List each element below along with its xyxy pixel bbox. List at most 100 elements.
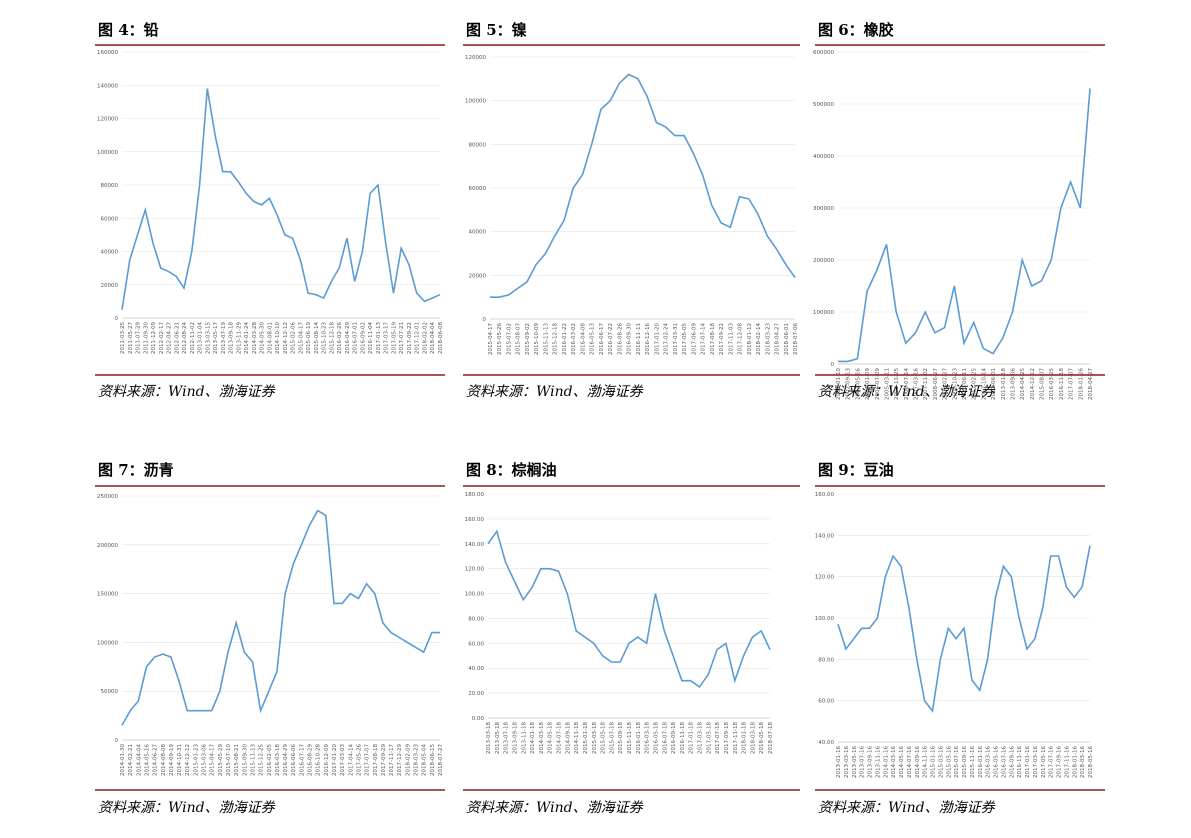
x-tick-label: 2012-11-02 bbox=[190, 322, 196, 354]
x-tick-label: 2014-10-31 bbox=[177, 744, 183, 776]
x-tick-label: 2017-12-08 bbox=[738, 323, 744, 355]
x-tick-label: 2013-11-29 bbox=[236, 322, 242, 354]
x-tick-label: 2018-03-23 bbox=[765, 323, 771, 355]
x-tick-label: 2018-04-04 bbox=[430, 322, 436, 354]
x-tick-label: 2017-05-05 bbox=[682, 323, 688, 355]
x-tick-label: 2016-11-18 bbox=[1059, 368, 1065, 400]
x-tick-label: 2013-01-16 bbox=[836, 746, 842, 778]
y-tick-label: 20000 bbox=[101, 283, 119, 289]
x-tick-label: 2015-07-02 bbox=[506, 323, 512, 355]
y-tick-label: 120000 bbox=[97, 117, 118, 123]
x-tick-label: 2015-11-16 bbox=[970, 746, 976, 778]
x-tick-label: 2014-08-01 bbox=[267, 322, 273, 354]
x-tick-label: 2017-06-09 bbox=[691, 323, 697, 355]
x-tick-label: 2016-06-17 bbox=[599, 323, 605, 355]
x-tick-label: 2015-08-21 bbox=[234, 744, 240, 776]
y-tick-label: 80.00 bbox=[818, 657, 834, 663]
y-tick-label: 20.00 bbox=[468, 691, 484, 697]
x-tick-label: 2005-11-25 bbox=[894, 368, 900, 400]
x-tick-label: 2011-02-25 bbox=[972, 368, 978, 400]
x-tick-label: 2015-11-18 bbox=[627, 722, 633, 754]
x-tick-label: 2012-06-21 bbox=[174, 322, 180, 354]
figure-title: 图 7：沥青 bbox=[98, 461, 174, 479]
x-tick-label: 2013-11-18 bbox=[521, 722, 527, 754]
y-tick-label: 100000 bbox=[813, 310, 834, 316]
x-tick-label: 2016-03-18 bbox=[645, 722, 651, 754]
y-tick-label: 100.00 bbox=[465, 592, 485, 598]
x-tick-label: 2018-05-18 bbox=[759, 722, 765, 754]
x-tick-label: 2014-12-12 bbox=[1030, 368, 1036, 400]
x-tick-label: 2016-09-16 bbox=[1009, 746, 1015, 778]
x-tick-label: 2013-09-18 bbox=[229, 322, 235, 354]
x-tick-label: 2016-08-29 bbox=[308, 744, 314, 776]
x-tick-label: 2002-01-10 bbox=[836, 368, 842, 400]
y-tick-label: 600000 bbox=[813, 50, 834, 56]
x-tick-label: 2015-09-30 bbox=[242, 744, 248, 776]
y-tick-label: 140000 bbox=[97, 83, 118, 89]
y-tick-label: 40000 bbox=[469, 230, 487, 236]
x-tick-label: 2016-12-09 bbox=[324, 744, 330, 776]
x-tick-label: 2016-07-16 bbox=[1001, 746, 1007, 778]
x-tick-label: 2015-06-19 bbox=[306, 322, 312, 354]
y-tick-label: 0 bbox=[831, 362, 835, 368]
x-tick-label: 2015-12-25 bbox=[259, 744, 265, 776]
x-tick-label: 2016-07-22 bbox=[608, 323, 614, 355]
x-tick-label: 2015-01-16 bbox=[931, 746, 937, 778]
x-tick-label: 2012-04-27 bbox=[167, 322, 173, 354]
x-tick-label: 2004-07-09 bbox=[875, 368, 881, 400]
x-tick-label: 2017-09-16 bbox=[1057, 746, 1063, 778]
x-tick-label: 2013-09-18 bbox=[512, 722, 518, 754]
x-tick-label: 2005-03-11 bbox=[884, 368, 890, 400]
x-tick-label: 2017-01-13 bbox=[376, 322, 382, 354]
x-tick-label: 2018-03-23 bbox=[414, 744, 420, 776]
x-tick-label: 2004-01-09 bbox=[865, 368, 871, 400]
x-tick-label: 2014-01-18 bbox=[530, 722, 536, 754]
x-tick-label: 2014-08-08 bbox=[161, 744, 167, 776]
y-tick-label: 120000 bbox=[465, 55, 486, 61]
x-tick-label: 2017-04-14 bbox=[348, 744, 354, 776]
x-tick-label: 2018-07-27 bbox=[438, 744, 444, 776]
x-tick-label: 2013-03-18 bbox=[486, 722, 492, 754]
y-tick-label: 0 bbox=[483, 317, 487, 323]
x-tick-label: 2015-03-06 bbox=[202, 744, 208, 776]
x-tick-label: 2016-07-17 bbox=[299, 744, 305, 776]
y-tick-label: 300000 bbox=[813, 206, 834, 212]
y-tick-label: 160000 bbox=[97, 50, 118, 56]
x-tick-label: 2016-11-04 bbox=[368, 322, 374, 354]
x-tick-label: 2015-02-06 bbox=[291, 322, 297, 354]
x-tick-label: 2016-01-16 bbox=[978, 746, 984, 778]
x-tick-label: 2018-04-27 bbox=[775, 323, 781, 355]
x-tick-label: 2016-11-16 bbox=[1017, 746, 1023, 778]
x-tick-label: 2018-03-16 bbox=[1080, 746, 1086, 778]
y-tick-label: 0 bbox=[115, 316, 119, 322]
x-tick-label: 2013-01-04 bbox=[198, 322, 204, 354]
y-tick-label: 120.00 bbox=[815, 575, 835, 581]
y-tick-label: 40000 bbox=[101, 250, 119, 256]
x-tick-label: 2011-09-30 bbox=[143, 322, 149, 354]
x-tick-label: 2016-08-26 bbox=[617, 323, 623, 355]
x-tick-label: 2017-11-17 bbox=[389, 744, 395, 776]
x-tick-label: 2015-01-18 bbox=[583, 722, 589, 754]
x-tick-label: 2015-01-23 bbox=[193, 744, 199, 776]
x-tick-label: 2015-03-16 bbox=[938, 746, 944, 778]
x-tick-label: 2016-09-18 bbox=[671, 722, 677, 754]
x-tick-label: 2016-09-30 bbox=[627, 323, 633, 355]
x-tick-label: 2015-03-18 bbox=[592, 722, 598, 754]
x-tick-label: 2014-04-25 bbox=[1020, 368, 1026, 400]
x-tick-label: 2015-10-23 bbox=[322, 322, 328, 354]
x-tick-label: 2015-04-17 bbox=[298, 322, 304, 354]
x-tick-label: 2017-03-17 bbox=[384, 322, 390, 354]
x-tick-label: 2014-07-16 bbox=[907, 746, 913, 778]
x-tick-label: 2016-04-29 bbox=[283, 744, 289, 776]
x-tick-label: 2014-04-04 bbox=[136, 744, 142, 776]
x-tick-label: 2015-08-07 bbox=[1040, 368, 1046, 400]
x-tick-label: 2014-07-18 bbox=[557, 722, 563, 754]
y-tick-label: 100.00 bbox=[815, 616, 835, 622]
x-tick-label: 2017-05-18 bbox=[706, 722, 712, 754]
x-tick-label: 2011-03-25 bbox=[120, 322, 126, 354]
x-tick-label: 2018-02-09 bbox=[405, 744, 411, 776]
x-tick-label: 2018-06-15 bbox=[430, 744, 436, 776]
